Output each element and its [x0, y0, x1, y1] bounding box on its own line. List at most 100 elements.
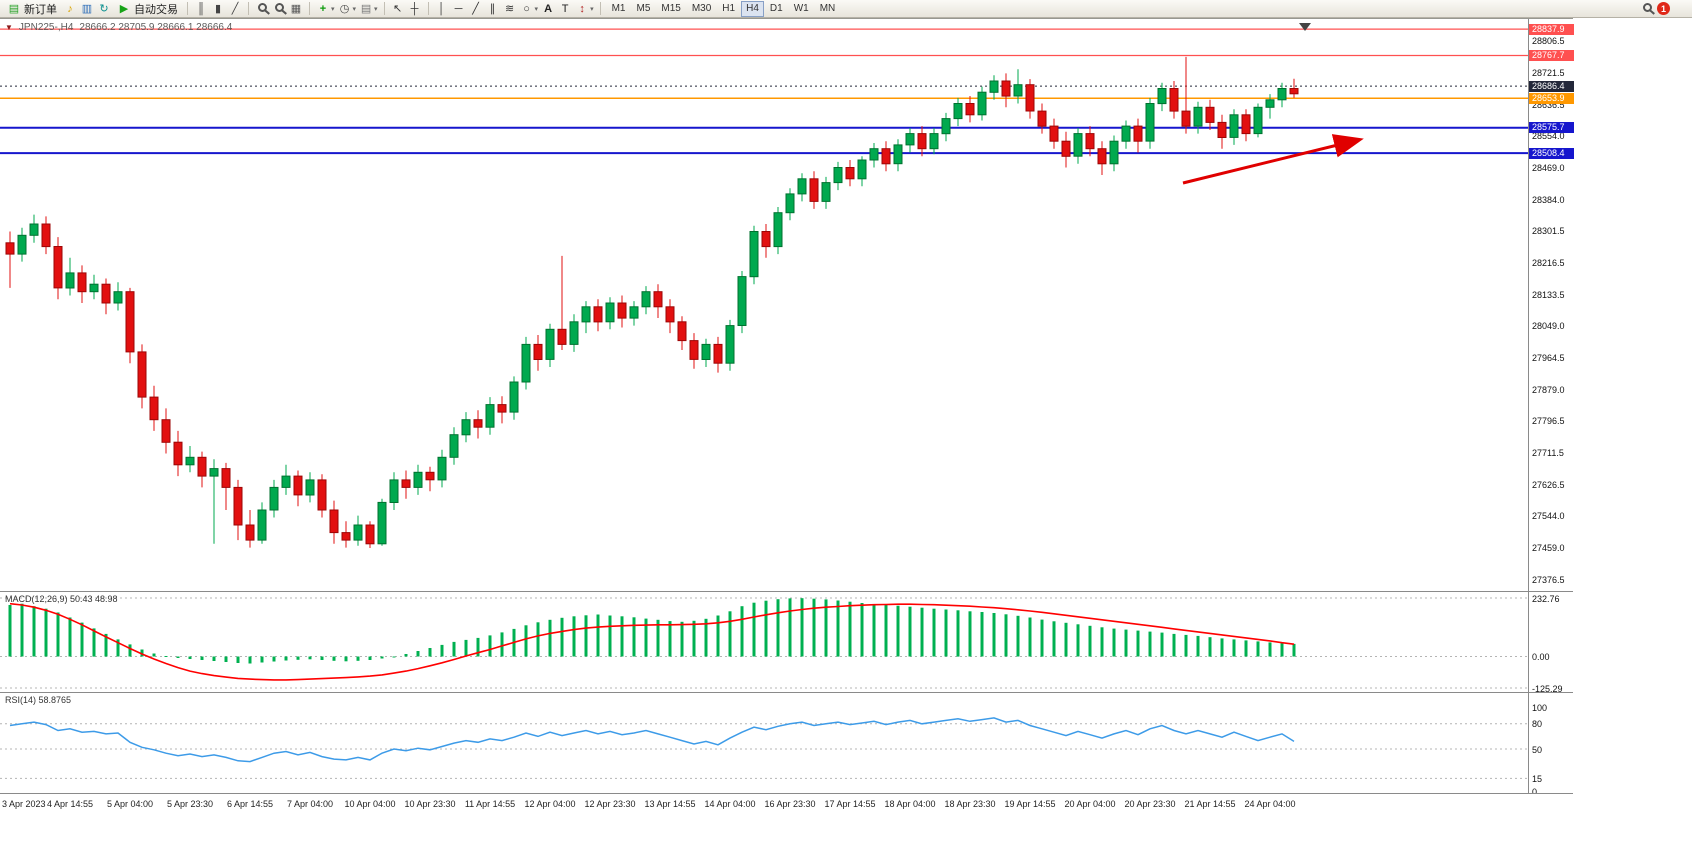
price-axis-label: 27459.0	[1532, 543, 1565, 554]
cursor-icon[interactable]: ↖	[392, 2, 403, 15]
price-line-label[interactable]: 28508.4	[1529, 147, 1574, 159]
price-line-label[interactable]: 28575.7	[1529, 122, 1574, 134]
search-icon[interactable]	[1640, 2, 1654, 16]
refresh-icon[interactable]: ↻	[99, 2, 109, 15]
timeframe-button-H4[interactable]: H4	[741, 0, 764, 17]
zoom-out-lens	[274, 2, 284, 12]
time-axis-label: 14 Apr 04:00	[704, 799, 756, 809]
price-line-label[interactable]: 28767.7	[1529, 49, 1574, 61]
rsi-axis[interactable]: 100 80 50 15 0	[1528, 693, 1573, 797]
text-label-icon[interactable]: T	[561, 2, 569, 15]
text-icon[interactable]: A	[544, 2, 553, 15]
price-axis-label: 27376.5	[1532, 574, 1565, 585]
candlestick-chart[interactable]	[0, 19, 1528, 591]
rsi-line	[9, 717, 1295, 763]
price-line-label[interactable]: 28837.9	[1529, 23, 1574, 35]
timeframe-button-W1[interactable]: W1	[789, 1, 814, 17]
charts-icon[interactable]: ▥	[81, 2, 93, 15]
macd-axis[interactable]: 232.76 0.00 -125.29	[1528, 592, 1573, 694]
period-icon[interactable]: ◷	[339, 2, 350, 15]
macd-chart	[0, 597, 1528, 689]
period-caret-icon[interactable]: ▾	[352, 5, 357, 13]
rsi-axis-label: 80	[1532, 719, 1543, 730]
toolbar-separator	[427, 2, 429, 15]
zoom-in-icon[interactable]	[255, 2, 269, 16]
crosshair-icon[interactable]: ┼	[410, 2, 419, 15]
time-axis-label: 19 Apr 14:55	[1004, 799, 1056, 809]
toolbar-separator	[599, 2, 601, 15]
notification-icon[interactable]: 1	[1657, 2, 1670, 15]
time-axis-label: 4 Apr 14:55	[46, 799, 94, 809]
timeframe-button-M5[interactable]: M5	[631, 1, 655, 17]
timeframe-button-D1[interactable]: D1	[765, 1, 788, 17]
chart-window: ▼ JPN225-,H4 28666.2 28705.9 28666.1 286…	[0, 18, 1574, 814]
time-axis-label: 10 Apr 23:30	[404, 799, 456, 809]
rsi-plot[interactable]: RSI(14) 58.8765	[0, 693, 1528, 793]
toolbar-separator	[187, 2, 188, 15]
shapes-icon[interactable]: ○	[523, 2, 530, 15]
timeframe-button-M15[interactable]: M15	[656, 1, 685, 17]
ohlc-bars-icon[interactable]: ║	[197, 2, 205, 15]
time-axis-label: 5 Apr 04:00	[106, 799, 154, 809]
one-click-trading-toggle-icon[interactable]: ▼	[5, 23, 13, 32]
price-axis-label: 27626.5	[1532, 480, 1565, 491]
horizontal-line-icon[interactable]: ─	[454, 2, 463, 15]
time-axis-label: 18 Apr 23:30	[944, 799, 996, 809]
time-axis-label: 11 Apr 14:55	[464, 799, 516, 809]
rsi-axis-label: 50	[1532, 744, 1543, 755]
main-chart-plot[interactable]: ▼ JPN225-,H4 28666.2 28705.9 28666.1 286…	[0, 19, 1528, 591]
toolbar-separator	[309, 2, 310, 15]
alerts-icon[interactable]: ♪	[67, 2, 73, 15]
fibonacci-icon[interactable]: ≋	[504, 2, 515, 15]
annotation-arrow[interactable]	[1182, 134, 1364, 185]
price-axis-label: 28636.5	[1532, 100, 1565, 111]
main-chart-panel: ▼ JPN225-,H4 28666.2 28705.9 28666.1 286…	[0, 19, 1574, 591]
indicators-icon[interactable]: +	[319, 2, 327, 15]
time-axis-label: 7 Apr 04:00	[286, 799, 334, 809]
price-axis-label: 27796.5	[1532, 416, 1565, 427]
search-lens	[1642, 2, 1652, 12]
timeframe-button-M30[interactable]: M30	[687, 1, 716, 17]
arrows-caret-icon[interactable]: ▾	[590, 5, 594, 13]
new-order-label: 新订单	[24, 3, 57, 16]
macd-axis-label: 0.00	[1532, 652, 1550, 662]
timeframe-button-MN[interactable]: MN	[815, 1, 841, 17]
templates-icon[interactable]: ▤	[360, 2, 372, 15]
zoom-out-icon[interactable]	[272, 2, 286, 16]
timeframe-button-H1[interactable]: H1	[717, 1, 740, 17]
chart-shift-marker-icon[interactable]	[1299, 23, 1311, 31]
time-axis-row: 3 Apr 2023 4 Apr 14:55 5 Apr 04:00 5 Apr 23…	[0, 793, 1573, 814]
trendline-icon[interactable]: ╱	[472, 2, 479, 15]
price-line-label[interactable]: 28653.9	[1529, 92, 1574, 104]
shapes-caret-icon[interactable]: ▾	[534, 5, 539, 13]
time-axis-label: 17 Apr 14:55	[824, 799, 876, 809]
arrows-icon[interactable]: ↕	[579, 2, 585, 15]
new-order-icon: ▤	[8, 2, 20, 15]
price-axis-label: 28469.0	[1532, 163, 1565, 174]
line-chart-icon[interactable]: ╱	[231, 2, 239, 15]
rsi-axis-label: 100	[1532, 702, 1548, 713]
rsi-axis-label: 0	[1532, 786, 1538, 797]
price-axis-label: 28216.5	[1532, 258, 1565, 269]
autotrading-label: 自动交易	[134, 3, 178, 16]
time-axis[interactable]: 3 Apr 2023 4 Apr 14:55 5 Apr 04:00 5 Apr 23…	[0, 794, 1528, 814]
macd-plot[interactable]: MACD(12,26,9) 50.43 48.98	[0, 592, 1528, 692]
price-axis-label: 28384.0	[1532, 195, 1565, 206]
price-axis-label: 28133.5	[1532, 289, 1565, 300]
tile-windows-icon[interactable]: ▦	[290, 2, 302, 15]
channel-icon[interactable]: ∥	[489, 2, 496, 15]
autotrading-button[interactable]: ▶ 自动交易	[114, 1, 181, 17]
templates-caret-icon[interactable]: ▾	[374, 5, 378, 13]
time-axis-label: 12 Apr 04:00	[524, 799, 576, 809]
price-line-label[interactable]: 28686.4	[1529, 80, 1574, 92]
indicators-caret-icon[interactable]: ▾	[331, 5, 335, 13]
timeframe-button-M1[interactable]: M1	[607, 1, 631, 17]
new-order-button[interactable]: ▤ 新订单	[4, 1, 60, 17]
price-axis[interactable]: 28806.5 28721.5 28636.5 28554.0 28469.0 28384…	[1528, 19, 1574, 591]
price-axis-label: 28554.0	[1532, 131, 1565, 142]
time-axis-label: 20 Apr 23:30	[1124, 799, 1176, 809]
vertical-line-icon[interactable]: │	[438, 2, 445, 15]
time-axis-label: 3 Apr 2023	[2, 799, 46, 809]
candlestick-icon[interactable]: ▮	[214, 2, 222, 15]
rsi-chart	[0, 717, 1528, 779]
